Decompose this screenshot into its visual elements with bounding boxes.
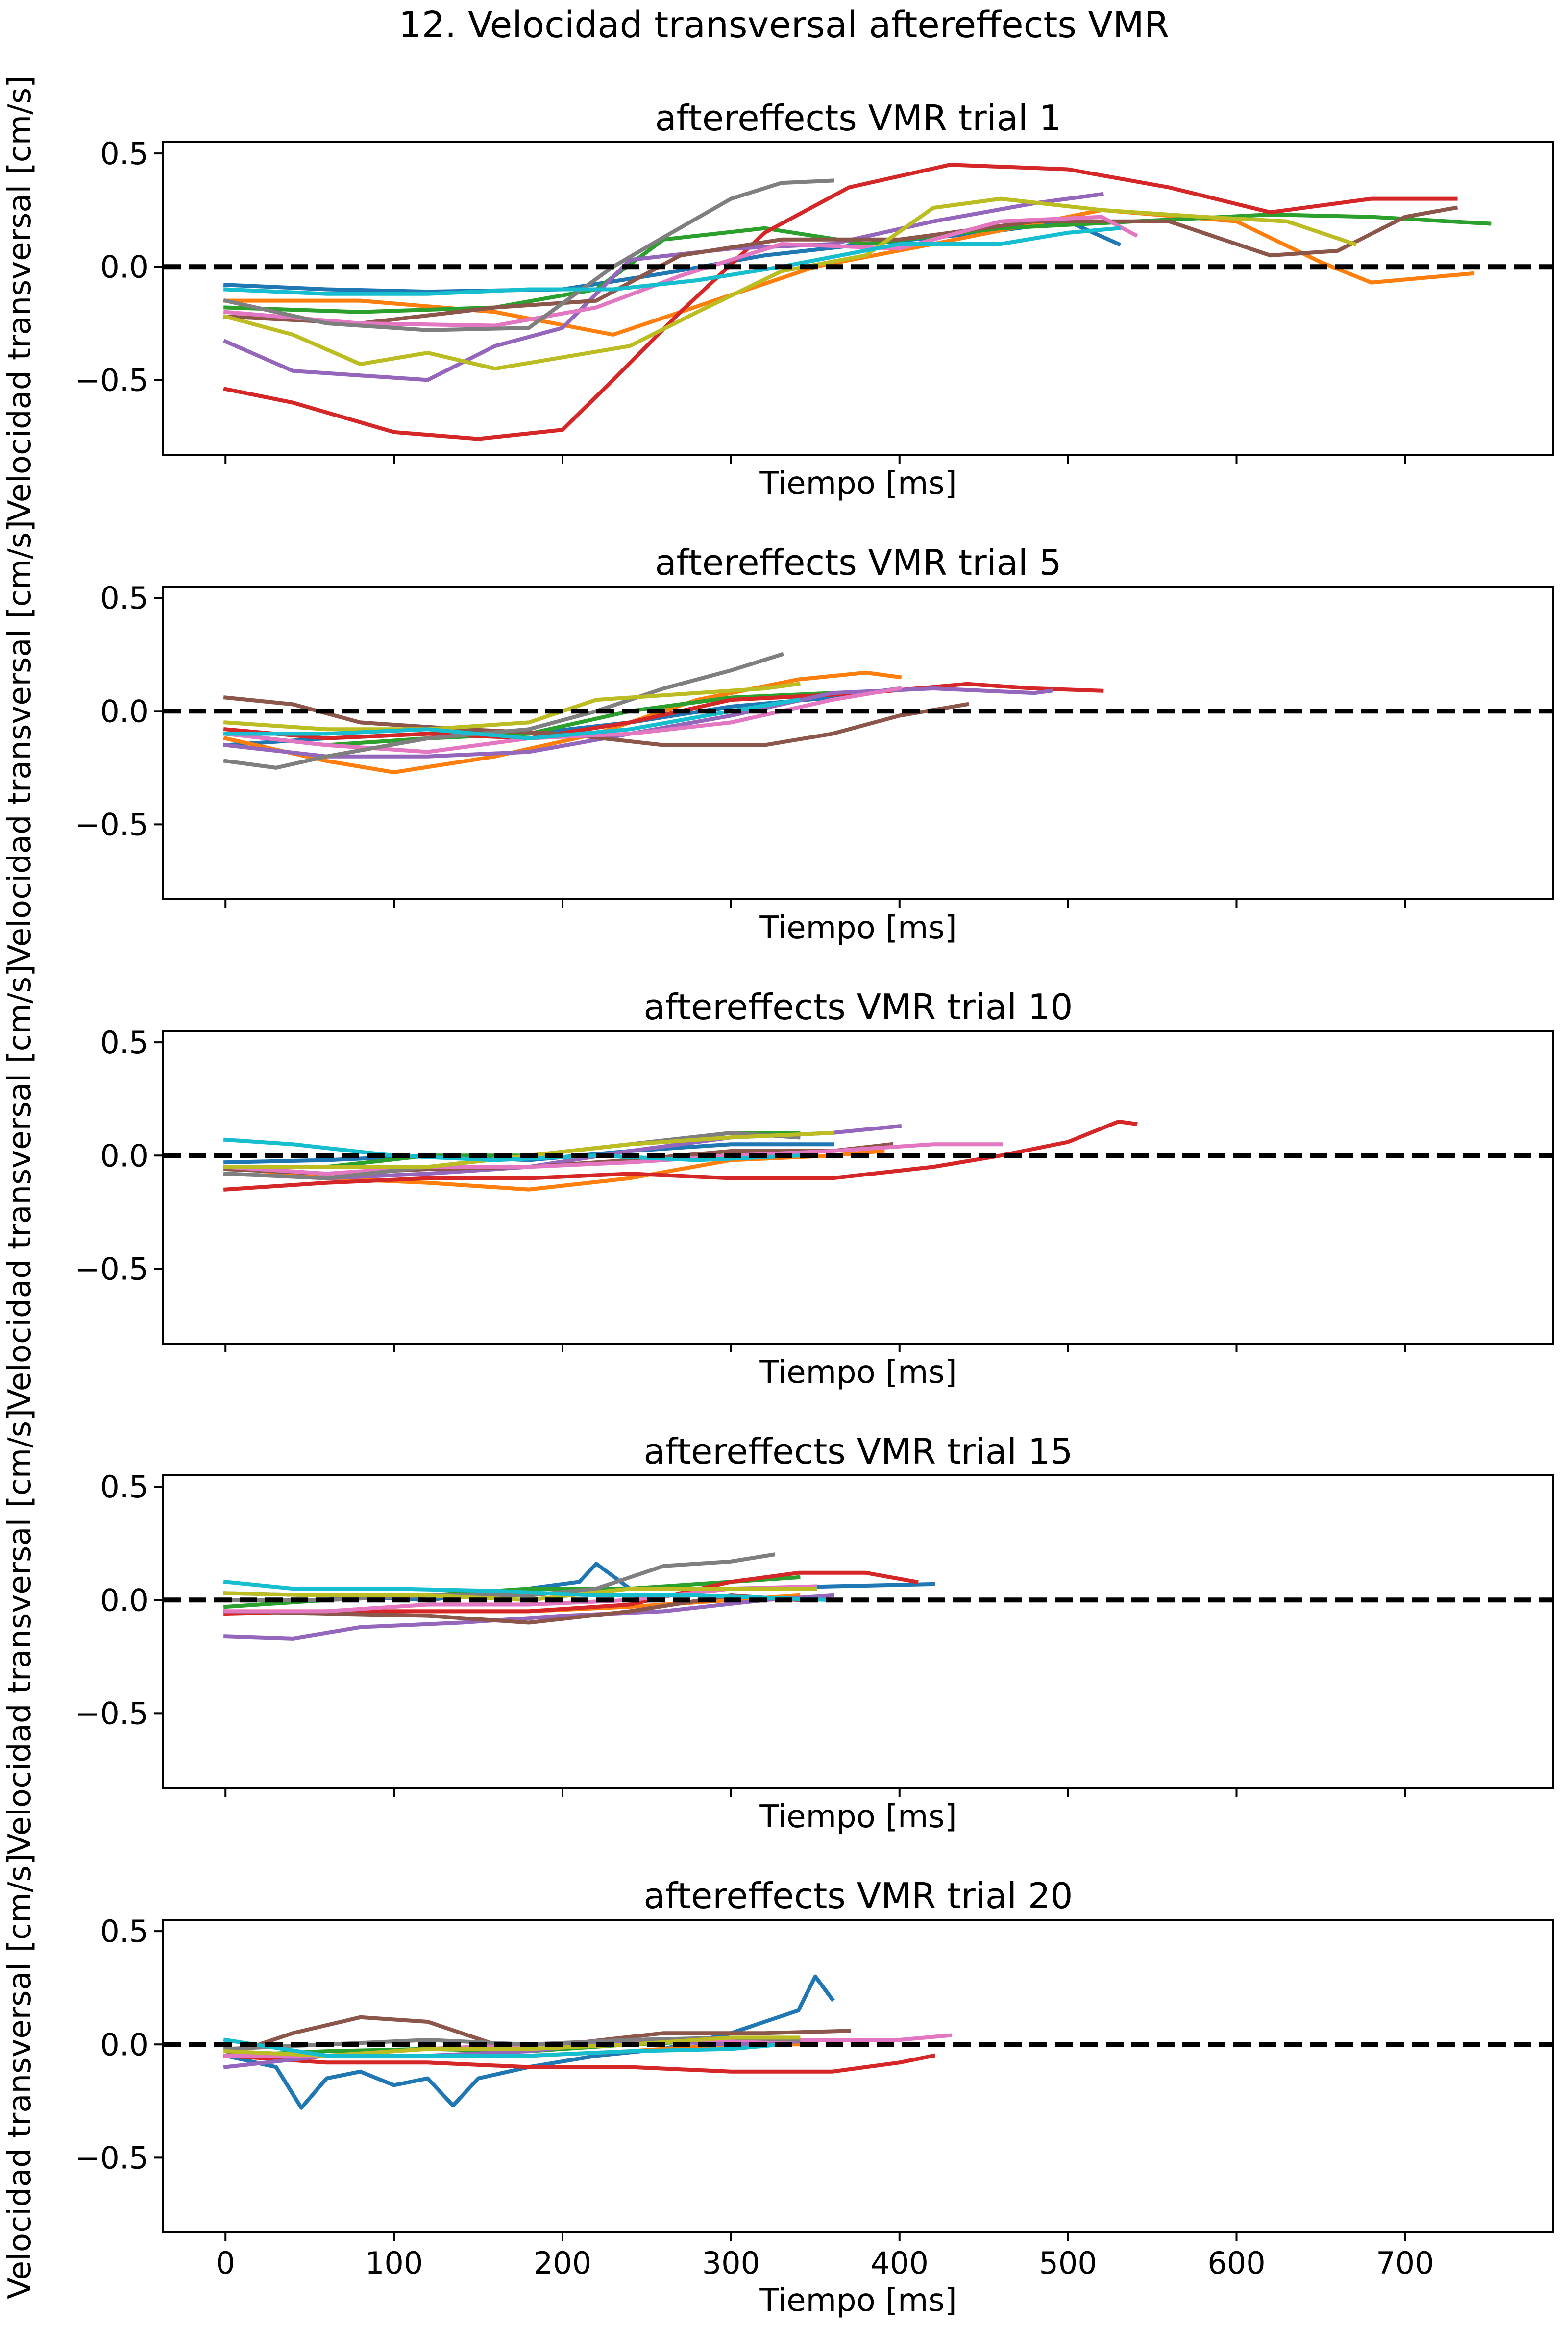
subplots: aftereffects VMR trial 1 −0.5 0.0 0.5 Tiempo… <box>2 75 1554 2319</box>
subplot-1: aftereffects VMR trial 1 −0.5 0.0 0.5 Tiempo… <box>2 75 1554 521</box>
series-line-10 <box>223 1579 834 1602</box>
y-axis-label: Velocidad transversal [cm/s] <box>2 964 38 1410</box>
y-tick-label: −0.5 <box>74 2140 148 2176</box>
subplot-title: aftereffects VMR trial 10 <box>644 986 1073 1028</box>
x-tick-label: 200 <box>534 2245 591 2281</box>
x-axis-label: Tiempo [ms] <box>759 1799 956 1835</box>
x-axis-label: Tiempo [ms] <box>759 466 956 502</box>
y-tick-label: 0.0 <box>100 693 148 729</box>
figure-suptitle: 12. Velocidad transversal aftereffects V… <box>399 4 1170 46</box>
y-tick-label: 0.5 <box>100 580 148 616</box>
y-tick-label: 0.0 <box>100 2027 148 2062</box>
y-tick-label: 0.0 <box>100 1582 148 1618</box>
series-line-4 <box>223 2053 936 2074</box>
y-tick-label: 0.5 <box>100 1025 148 1060</box>
subplot-title: aftereffects VMR trial 20 <box>644 1875 1073 1916</box>
x-tick-label: 600 <box>1207 2245 1265 2281</box>
subplot-title: aftereffects VMR trial 15 <box>644 1431 1073 1472</box>
subplot-5: aftereffects VMR trial 20 −0.5 0.0 0.5 0 100 2… <box>2 1853 1554 2319</box>
y-tick-label: 0.0 <box>100 249 148 285</box>
y-tick-label: −0.5 <box>74 1695 148 1731</box>
series-line-10 <box>223 226 1121 296</box>
y-axis-label: Velocidad transversal [cm/s] <box>2 75 38 521</box>
subplot-title: aftereffects VMR trial 1 <box>655 98 1061 139</box>
series-line-4 <box>223 1570 919 1616</box>
x-tick-label: 400 <box>871 2245 929 2281</box>
series-line-5 <box>222 192 1104 382</box>
y-tick-label: −0.5 <box>74 807 148 842</box>
x-axis-label: Tiempo [ms] <box>759 2282 956 2319</box>
plot-area <box>223 652 1104 775</box>
series-line-8 <box>223 652 784 770</box>
x-tick-label: 0 <box>216 2245 235 2281</box>
x-tick-label: 500 <box>1039 2245 1097 2281</box>
series-line-7 <box>223 215 1138 328</box>
axes-frame <box>162 1030 1554 1345</box>
series-line-10 <box>223 2037 784 2058</box>
series-line-1 <box>223 1974 835 2110</box>
subplot-2: aftereffects VMR trial 5 −0.5 0.0 0.5 Tiempo… <box>2 520 1554 966</box>
x-axis-label: Tiempo [ms] <box>759 910 956 946</box>
axes-frame <box>162 1474 1554 1789</box>
y-axis-label: Velocidad transversal [cm/s] <box>2 1409 38 1855</box>
y-tick-label: −0.5 <box>74 1251 148 1287</box>
y-tick-label: 0.5 <box>100 136 148 172</box>
y-tick-label: 0.5 <box>100 1913 148 1949</box>
series-line-7 <box>223 1142 1003 1176</box>
axes-frame <box>162 1919 1554 2233</box>
series-line-4 <box>223 163 1458 441</box>
x-tick-label: 700 <box>1376 2245 1434 2281</box>
series-line-7 <box>223 686 902 754</box>
series-line-4 <box>223 1119 1138 1192</box>
subplot-4: aftereffects VMR trial 15 −0.5 0.0 0.5 Tiemp… <box>2 1409 1554 1855</box>
axes-frame <box>162 141 1554 456</box>
x-tick-label: 100 <box>365 2245 423 2281</box>
y-tick-label: 0.0 <box>100 1138 148 1174</box>
y-axis-label: Velocidad transversal [cm/s] <box>2 1853 38 2299</box>
series-line-9 <box>223 196 1357 371</box>
subplot-3: aftereffects VMR trial 10 −0.5 0.0 0.5 Tiemp… <box>2 964 1554 1410</box>
x-tick-label: 300 <box>702 2245 760 2281</box>
series-line-6 <box>223 205 1458 325</box>
y-tick-label: −0.5 <box>74 362 148 398</box>
subplot-title: aftereffects VMR trial 5 <box>655 542 1061 583</box>
y-axis-label: Velocidad transversal [cm/s] <box>2 520 38 966</box>
axes-frame <box>162 586 1554 900</box>
series-line-5 <box>223 686 1054 759</box>
series-line-10 <box>223 1137 801 1162</box>
y-tick-label: 0.5 <box>100 1469 148 1505</box>
series-line-5 <box>223 1593 834 1641</box>
x-axis-label: Tiempo [ms] <box>759 1354 956 1391</box>
